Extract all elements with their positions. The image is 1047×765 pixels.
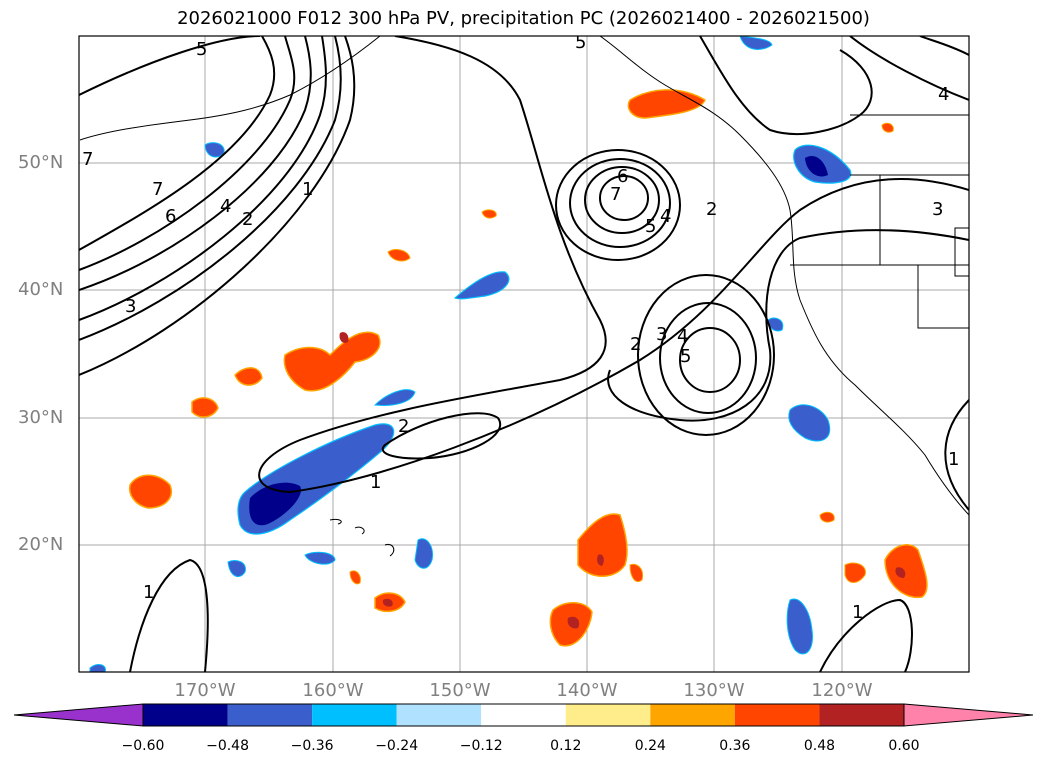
colorbar-segment [819,704,904,726]
lon-label-120w: 120°W [811,680,873,701]
lat-label-40n: 40°N [18,279,64,300]
negative-precip-areas [89,36,852,672]
colorbar-segment [227,704,313,726]
svg-text:6: 6 [165,206,176,227]
svg-text:1: 1 [370,472,381,493]
svg-text:5: 5 [680,346,691,367]
colorbar-tick-label: −0.60 [121,738,165,754]
colorbar-tick-label: −0.36 [290,738,334,754]
svg-text:7: 7 [152,179,163,200]
svg-text:3: 3 [932,199,943,220]
svg-text:7: 7 [610,184,621,205]
svg-text:5: 5 [645,216,656,237]
colorbar-extend-max [903,703,1034,727]
svg-text:1: 1 [302,179,313,200]
svg-text:5: 5 [575,32,586,53]
lon-label-160w: 160°W [302,680,364,701]
svg-text:2: 2 [630,334,641,355]
svg-text:1: 1 [143,582,154,603]
lon-label-140w: 140°W [556,680,618,701]
svg-text:2: 2 [242,209,253,230]
colorbar-segment [565,704,651,726]
svg-text:5: 5 [196,39,207,60]
colorbar-tick-label: 0.48 [803,738,836,754]
svg-text:4: 4 [220,196,231,217]
colorbar-segment [734,704,820,726]
svg-text:3: 3 [125,296,136,317]
lat-label-20n: 20°N [18,534,64,555]
colorbar-tick-label: 0.60 [888,738,920,754]
colorbar-extend-min [13,703,144,727]
svg-text:4: 4 [938,84,949,105]
svg-text:4: 4 [660,206,671,227]
svg-text:7: 7 [82,149,93,170]
svg-text:1: 1 [948,449,959,470]
svg-text:6: 6 [617,166,628,187]
map-frame [78,35,970,673]
colorbar-outline [142,703,905,727]
colorbar-segment [143,704,228,726]
colorbar-tick-label: 0.36 [719,738,751,754]
lon-label-150w: 150°W [429,680,491,701]
colorbar-segment [481,704,566,726]
map-title: 2026021000 F012 300 hPa PV, precipitatio… [177,8,870,29]
svg-text:1: 1 [852,602,863,623]
colorbar-tick-label: 0.12 [550,738,582,754]
coastlines [79,36,969,557]
colorbar-segment [396,704,482,726]
svg-text:2: 2 [398,416,409,437]
svg-text:2: 2 [706,199,717,220]
contour-labels: 5 7 7 6 4 2 1 3 5 6 7 5 4 2 3 4 2 3 4 5 … [82,32,959,623]
lat-label-30n: 30°N [18,407,64,428]
colorbar-tick-label: −0.48 [206,738,249,754]
grid-lines [79,36,969,672]
colorbar-segment [650,704,735,726]
positive-precip-areas [128,89,928,647]
colorbar-tick-label: −0.24 [375,738,419,754]
colorbar-segment [312,704,397,726]
svg-text:3: 3 [656,324,667,345]
lat-label-50n: 50°N [18,152,64,173]
colorbar-tick-label: 0.24 [634,738,666,754]
lon-label-170w: 170°W [174,680,236,701]
lon-label-130w: 130°W [683,680,745,701]
colorbar-tick-label: −0.12 [459,738,503,754]
pv-contours [79,36,969,672]
svg-text:4: 4 [677,326,688,347]
colorbar [13,703,1034,727]
